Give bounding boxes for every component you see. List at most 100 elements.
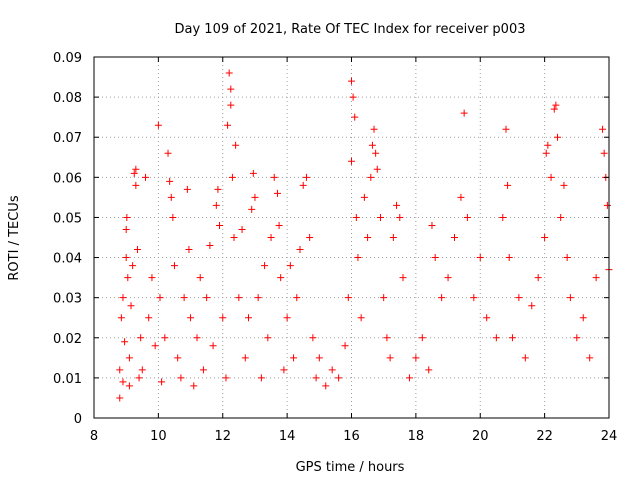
data-point: [528, 302, 536, 310]
data-point: [283, 314, 291, 322]
data-point: [603, 201, 611, 209]
data-point: [534, 274, 542, 282]
data-point: [133, 246, 141, 254]
y-tick-label: 0.06: [53, 171, 82, 186]
data-point: [554, 133, 561, 141]
data-point: [137, 334, 145, 342]
data-point: [296, 246, 304, 254]
axis-ticks: [93, 56, 610, 419]
y-tick-label: 0.02: [53, 332, 82, 347]
data-point: [322, 382, 330, 390]
data-point: [428, 221, 436, 229]
data-point: [293, 294, 301, 302]
data-point: [270, 173, 278, 181]
data-point: [463, 213, 471, 221]
data-point: [290, 354, 298, 362]
data-point: [505, 254, 513, 262]
y-tick-label: 0.09: [53, 51, 82, 66]
data-point: [251, 193, 259, 201]
x-tick-label: 14: [279, 429, 296, 444]
chart-title: Day 109 of 2021, Rate Of TEC Index for r…: [175, 22, 526, 37]
data-point: [264, 334, 272, 342]
data-point: [368, 141, 376, 149]
data-point: [599, 125, 607, 133]
data-point: [386, 354, 394, 362]
data-point: [174, 354, 182, 362]
data-point: [504, 181, 512, 189]
data-point: [145, 314, 153, 322]
data-point: [557, 213, 565, 221]
x-tick-label: 20: [472, 429, 489, 444]
data-point: [302, 173, 310, 181]
data-point: [499, 213, 507, 221]
data-point: [148, 274, 156, 282]
data-point: [457, 193, 465, 201]
data-point: [399, 274, 407, 282]
data-point: [119, 294, 127, 302]
data-point: [348, 77, 355, 85]
data-point: [273, 189, 281, 197]
data-point: [309, 334, 317, 342]
data-point: [122, 254, 130, 262]
data-points: [116, 69, 613, 402]
data-point: [521, 354, 529, 362]
data-point: [383, 334, 391, 342]
data-point: [328, 366, 336, 374]
data-point: [154, 121, 162, 129]
data-point: [196, 274, 204, 282]
data-point: [566, 294, 574, 302]
data-point: [418, 334, 426, 342]
data-point: [138, 366, 146, 374]
data-point: [199, 366, 207, 374]
x-tick-label: 8: [90, 429, 98, 444]
data-point: [370, 125, 378, 133]
data-point: [227, 101, 235, 109]
data-point: [492, 334, 500, 342]
data-point: [547, 173, 555, 181]
data-point: [254, 294, 262, 302]
data-point: [261, 262, 269, 270]
y-tick-label: 0.08: [53, 91, 82, 106]
data-point: [360, 193, 368, 201]
data-point: [586, 354, 594, 362]
data-point: [241, 354, 249, 362]
grid-lines: [94, 57, 609, 418]
data-point: [142, 173, 149, 181]
data-point: [352, 213, 360, 221]
data-point: [161, 334, 169, 342]
data-point: [470, 294, 478, 302]
data-point: [123, 213, 131, 221]
data-point: [508, 334, 516, 342]
data-point: [122, 225, 130, 233]
data-point: [542, 149, 550, 157]
y-tick-label: 0.07: [53, 131, 82, 146]
data-point: [193, 334, 201, 342]
data-point: [550, 105, 558, 113]
data-point: [225, 69, 233, 77]
data-point: [299, 181, 307, 189]
data-point: [203, 294, 211, 302]
data-point: [132, 165, 140, 173]
data-point: [206, 242, 214, 250]
data-point: [245, 314, 252, 322]
data-point: [405, 374, 413, 382]
data-point: [349, 93, 357, 101]
data-point: [187, 314, 195, 322]
data-point: [183, 185, 191, 193]
data-point: [248, 205, 256, 213]
data-point: [541, 234, 549, 241]
data-point: [502, 125, 510, 133]
data-point: [156, 294, 164, 302]
data-point: [357, 314, 365, 322]
y-tick-label: 0.03: [53, 292, 82, 307]
data-point: [129, 262, 137, 270]
data-point: [354, 254, 362, 262]
data-point: [544, 141, 552, 149]
data-point: [130, 169, 138, 177]
data-point: [460, 109, 468, 117]
y-tick-label: 0: [74, 412, 82, 427]
x-tick-label: 12: [214, 429, 231, 444]
data-point: [592, 274, 600, 282]
data-point: [151, 342, 159, 350]
